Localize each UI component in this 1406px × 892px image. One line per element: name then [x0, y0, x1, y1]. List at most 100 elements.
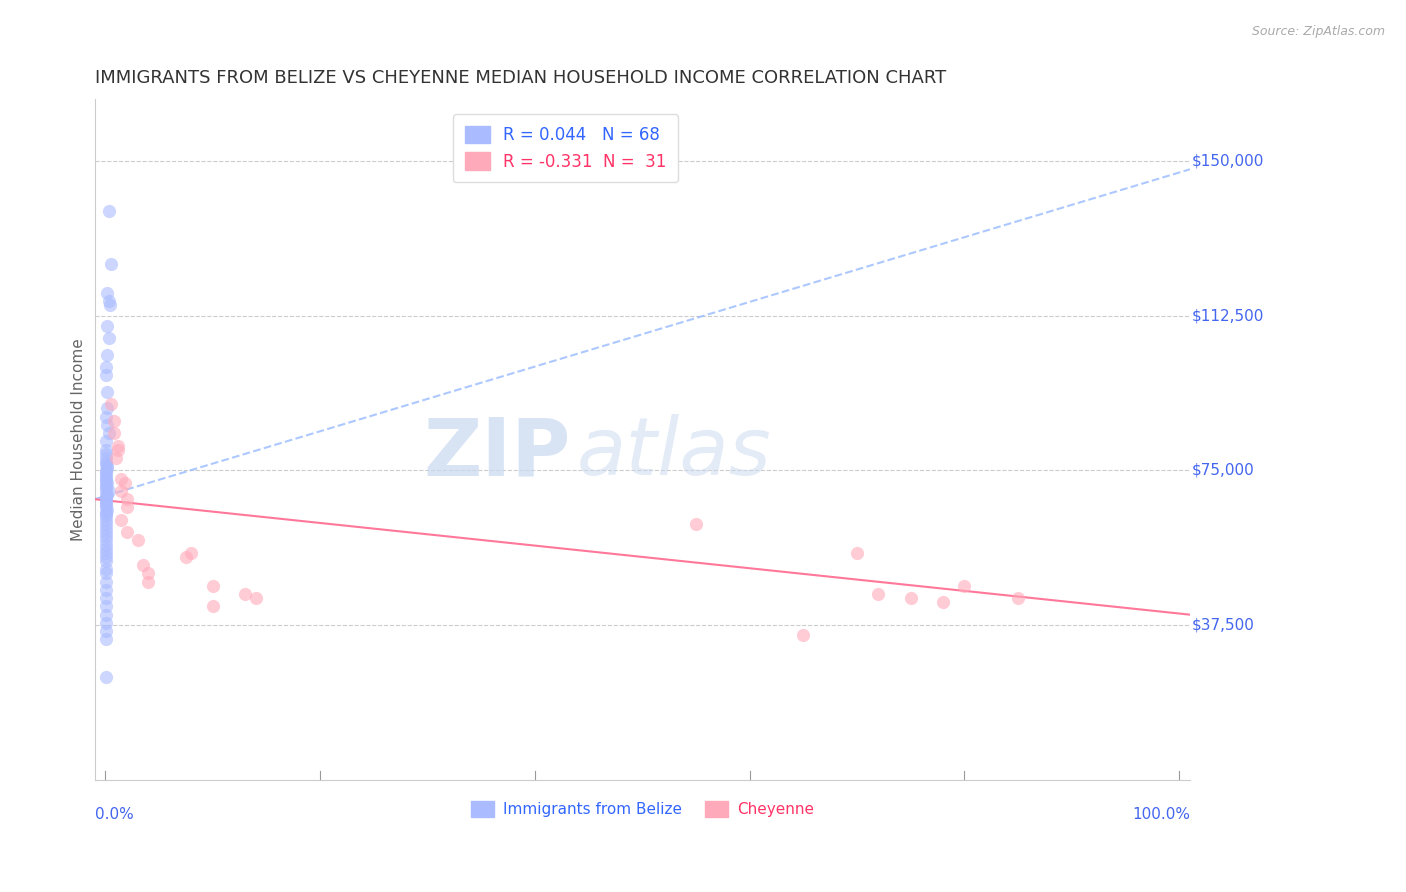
Point	[96, 360, 118, 375]
Point	[932, 595, 955, 609]
Point	[107, 442, 129, 457]
Point	[96, 463, 118, 477]
Point	[115, 500, 138, 515]
Point	[97, 203, 120, 218]
Point	[115, 525, 138, 540]
Point	[110, 483, 132, 498]
Text: $112,500: $112,500	[1192, 308, 1264, 323]
Text: Source: ZipAtlas.com: Source: ZipAtlas.com	[1251, 25, 1385, 38]
Point	[201, 579, 224, 593]
Text: $150,000: $150,000	[1192, 153, 1264, 169]
Point	[201, 599, 224, 614]
Point	[96, 318, 118, 333]
Point	[96, 599, 118, 614]
Point	[115, 492, 138, 507]
Text: 0.0%: 0.0%	[94, 807, 134, 822]
Point	[96, 492, 118, 507]
Point	[96, 486, 118, 500]
Point	[97, 483, 120, 498]
Point	[96, 541, 118, 556]
Point	[96, 624, 118, 639]
Point	[96, 472, 118, 486]
Point	[96, 368, 118, 383]
Point	[136, 566, 159, 581]
Point	[96, 513, 118, 527]
Point	[96, 669, 118, 683]
Y-axis label: Median Household Income: Median Household Income	[72, 338, 86, 541]
Point	[96, 533, 118, 548]
Point	[96, 442, 118, 457]
Point	[98, 298, 121, 312]
Point	[97, 426, 120, 441]
Point	[245, 591, 267, 606]
Point	[846, 546, 869, 560]
Point	[96, 482, 118, 496]
Text: $75,000: $75,000	[1192, 463, 1254, 478]
Point	[105, 450, 128, 465]
Point	[96, 480, 118, 494]
Point	[96, 549, 118, 564]
Point	[96, 607, 118, 622]
Point	[96, 475, 118, 490]
Point	[96, 525, 118, 540]
Point	[792, 628, 814, 642]
Point	[174, 549, 197, 564]
Text: $37,500: $37,500	[1192, 617, 1256, 632]
Point	[96, 632, 118, 647]
Point	[96, 507, 118, 521]
Point	[127, 533, 149, 548]
Point	[96, 508, 118, 523]
Point	[96, 459, 118, 474]
Point	[96, 467, 118, 482]
Point	[96, 474, 118, 488]
Point	[900, 591, 922, 606]
Point	[96, 574, 118, 589]
Point	[96, 582, 118, 597]
Point	[96, 477, 118, 491]
Point	[868, 587, 890, 601]
Point	[96, 546, 118, 560]
Point	[96, 434, 118, 449]
Point	[96, 504, 118, 518]
Text: IMMIGRANTS FROM BELIZE VS CHEYENNE MEDIAN HOUSEHOLD INCOME CORRELATION CHART: IMMIGRANTS FROM BELIZE VS CHEYENNE MEDIA…	[94, 69, 946, 87]
Point	[96, 521, 118, 535]
Point	[96, 469, 118, 483]
Point	[96, 615, 118, 630]
Point	[96, 494, 118, 508]
Point	[96, 461, 118, 475]
Point	[96, 499, 118, 513]
Point	[103, 414, 125, 428]
Point	[132, 558, 155, 573]
Point	[96, 488, 118, 502]
Point	[233, 587, 256, 601]
Legend: Immigrants from Belize, Cheyenne: Immigrants from Belize, Cheyenne	[464, 795, 820, 823]
Point	[180, 546, 202, 560]
Point	[103, 426, 125, 441]
Point	[96, 537, 118, 551]
Text: ZIP: ZIP	[423, 414, 571, 492]
Point	[96, 285, 118, 300]
Text: atlas: atlas	[576, 414, 772, 492]
Point	[97, 294, 120, 309]
Point	[96, 496, 118, 510]
Point	[1007, 591, 1029, 606]
Point	[96, 417, 118, 432]
Point	[96, 516, 118, 531]
Point	[96, 401, 118, 416]
Point	[96, 466, 118, 480]
Point	[96, 409, 118, 424]
Point	[96, 384, 118, 399]
Point	[96, 450, 118, 465]
Text: 100.0%: 100.0%	[1132, 807, 1189, 822]
Point	[96, 554, 118, 568]
Point	[110, 472, 132, 486]
Point	[685, 516, 707, 531]
Point	[100, 257, 122, 271]
Point	[96, 566, 118, 581]
Point	[96, 502, 118, 516]
Point	[96, 455, 118, 469]
Point	[97, 331, 120, 345]
Point	[96, 348, 118, 362]
Point	[100, 397, 122, 411]
Point	[114, 475, 136, 490]
